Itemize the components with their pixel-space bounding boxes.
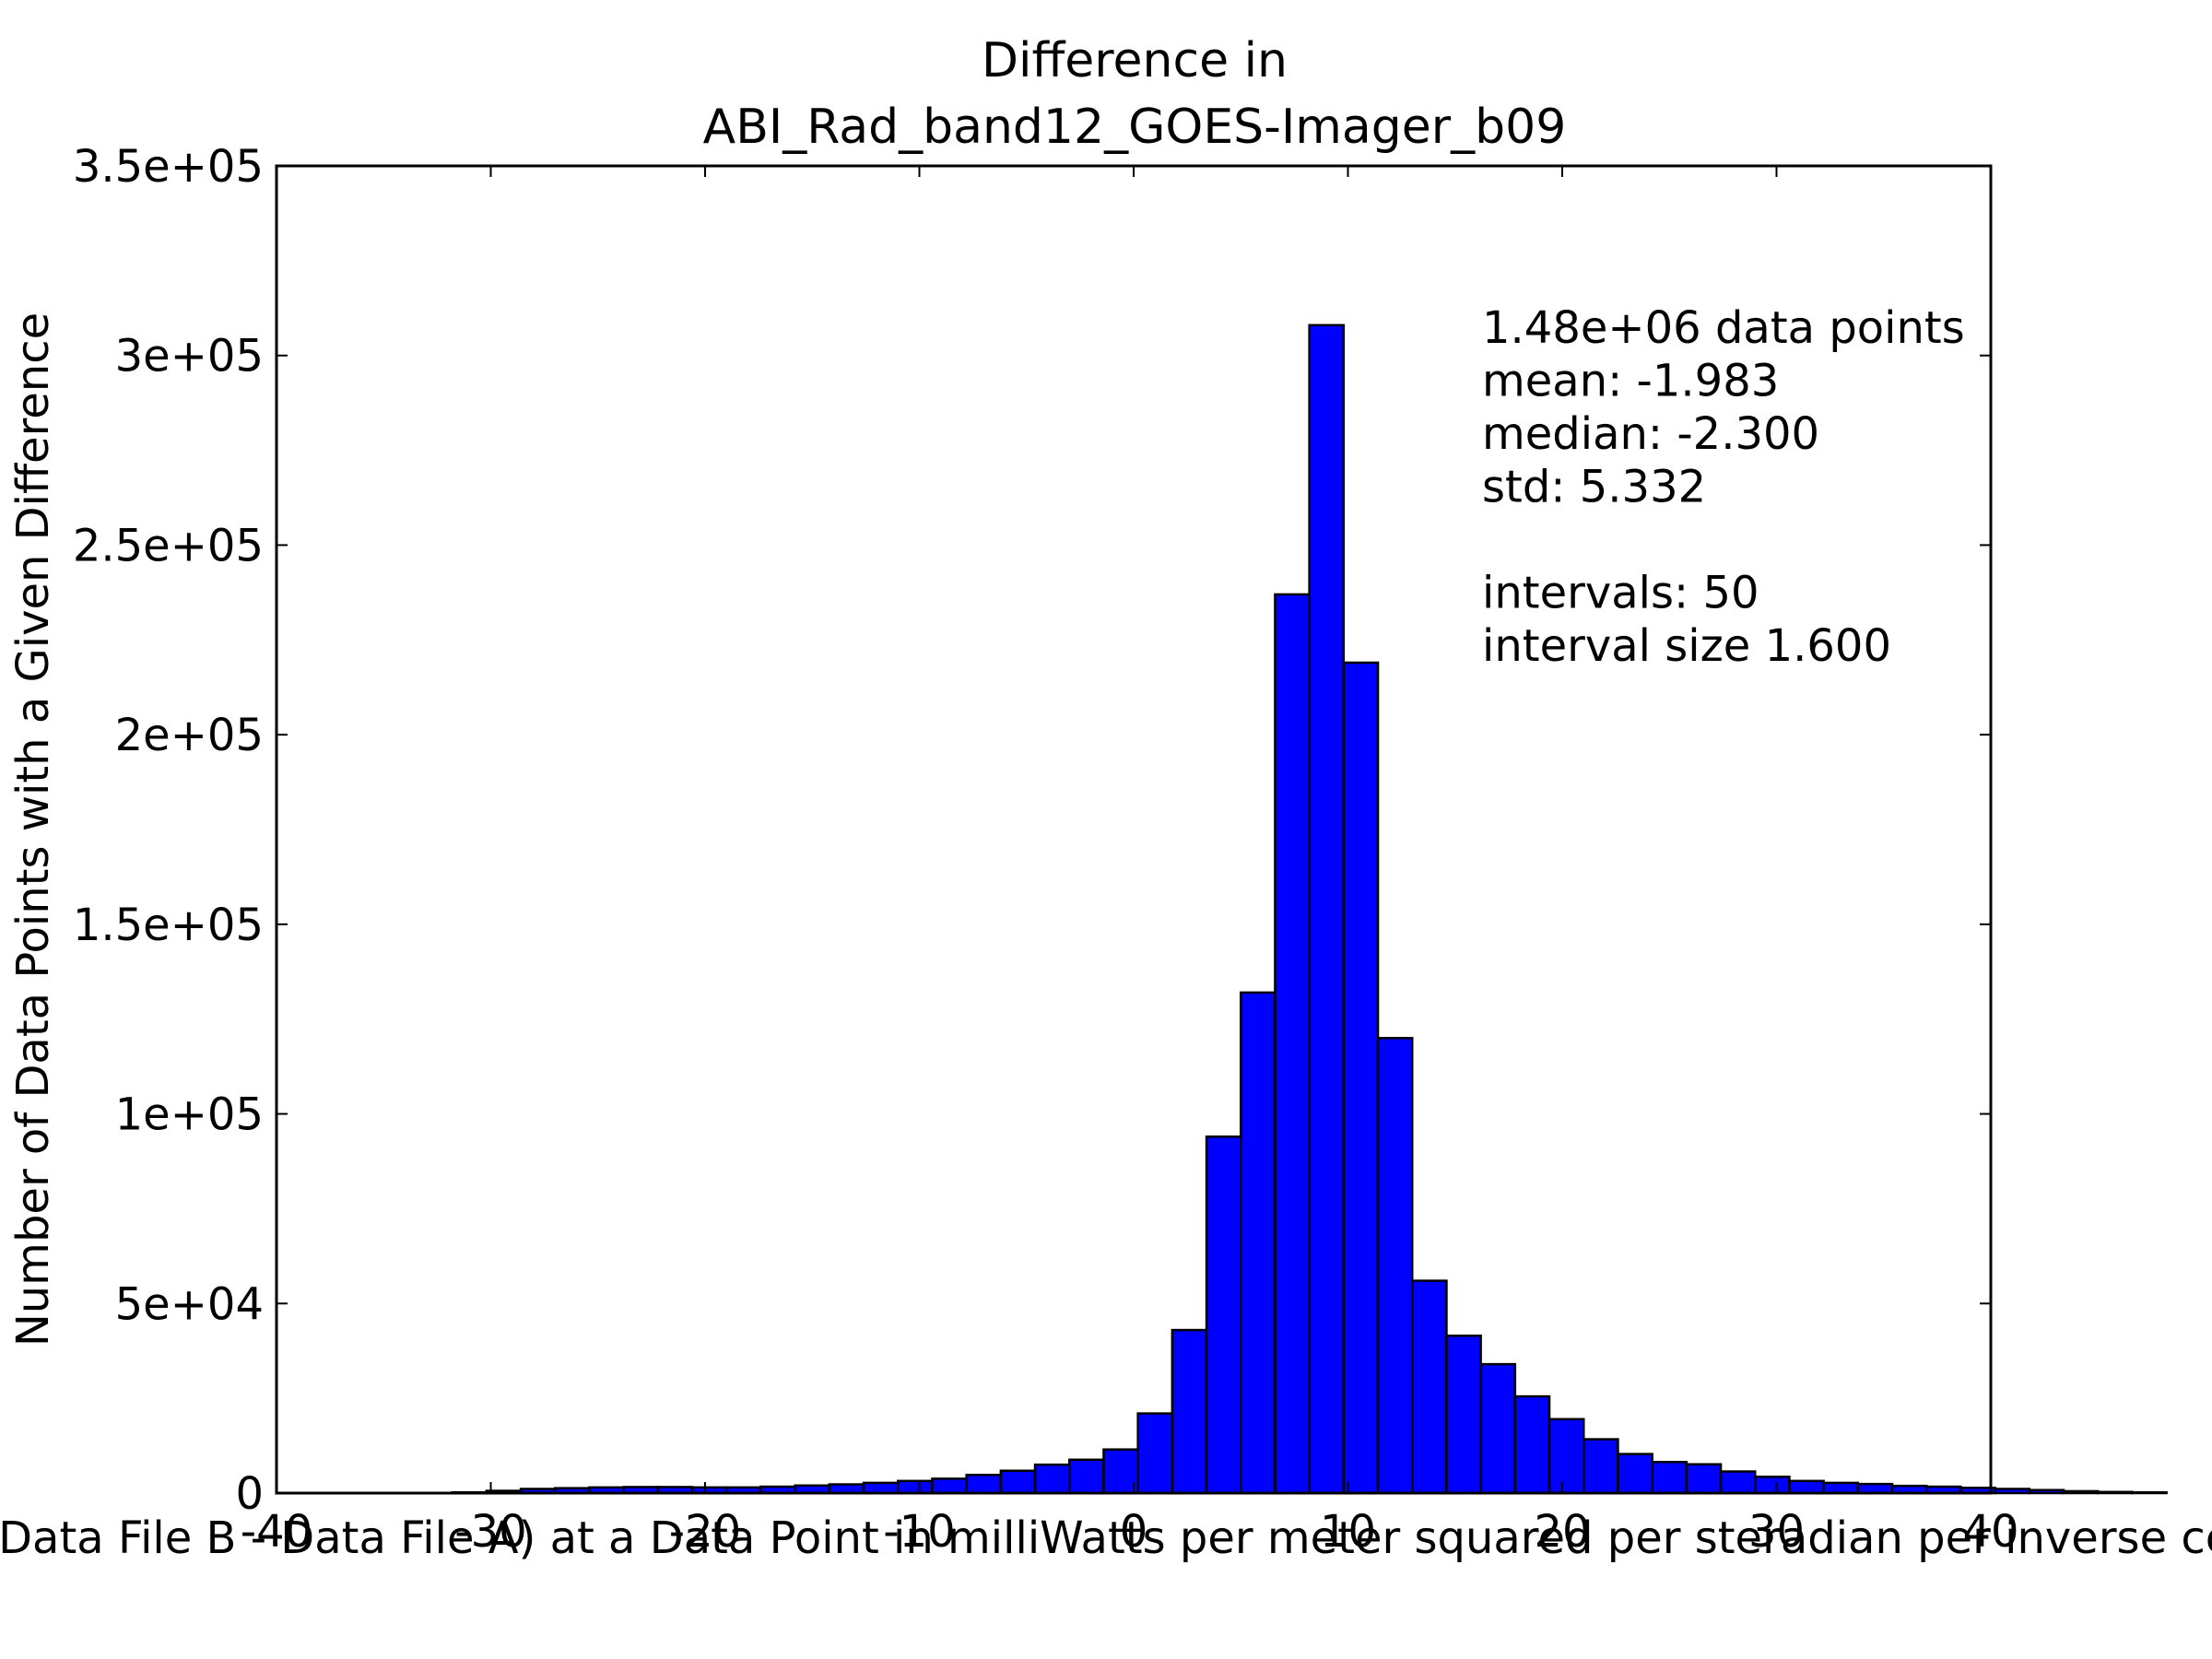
x-tick-label: 40 bbox=[1962, 1506, 2018, 1558]
histogram-bar bbox=[1342, 661, 1380, 1495]
stats-line: intervals: 50 bbox=[1482, 568, 1759, 619]
y-tick-label: 3.5e+05 bbox=[73, 141, 264, 193]
histogram-bar bbox=[2131, 1490, 2168, 1495]
x-axis-label: Value of (Data File B - Data File A) at … bbox=[0, 1512, 2212, 1564]
x-tick-label: -40 bbox=[241, 1506, 312, 1558]
histogram-bar bbox=[897, 1479, 934, 1495]
histogram-bar bbox=[1240, 991, 1277, 1495]
histogram-bar bbox=[1068, 1458, 1105, 1495]
chart-title-line-1: Difference in bbox=[982, 33, 1288, 88]
histogram-bar bbox=[2062, 1489, 2100, 1495]
x-tick-labels: -40 -30 -20 -10 0 10 20 30 40 bbox=[241, 1506, 2019, 1558]
histogram-bar bbox=[965, 1474, 1003, 1495]
y-tick-label: 1.5e+05 bbox=[73, 900, 264, 951]
x-tick-label: -20 bbox=[669, 1506, 741, 1558]
y-tick-labels: 0 5e+04 1e+05 1.5e+05 2e+05 2.5e+05 3e+05 3.5e+… bbox=[73, 141, 264, 1520]
plot-area-frame bbox=[275, 164, 1993, 1495]
histogram-bars bbox=[451, 324, 2168, 1495]
x-tick-label: 10 bbox=[1320, 1506, 1376, 1558]
histogram-bar bbox=[1651, 1461, 1688, 1495]
histogram-bar bbox=[1583, 1438, 1619, 1495]
stats-line: 1.48e+06 data points bbox=[1482, 302, 1965, 354]
histogram-bar bbox=[1994, 1488, 2031, 1495]
y-tick-label: 5e+04 bbox=[115, 1278, 264, 1330]
histogram-bar bbox=[1754, 1476, 1791, 1495]
y-tick-label: 3e+05 bbox=[115, 331, 264, 382]
histogram-bar bbox=[1205, 1135, 1242, 1495]
stats-line: mean: -1.983 bbox=[1482, 356, 1779, 407]
y-axis-label: Number of Data Points with a Given Diffe… bbox=[7, 312, 59, 1347]
histogram-bar bbox=[1411, 1279, 1448, 1495]
x-tick-label: 30 bbox=[1748, 1506, 1805, 1558]
histogram-bar bbox=[2028, 1488, 2065, 1495]
histogram-bar bbox=[1617, 1453, 1653, 1495]
histogram-bar bbox=[1685, 1463, 1723, 1495]
histogram-bar bbox=[999, 1469, 1037, 1495]
histogram-bar bbox=[1445, 1335, 1482, 1495]
histogram-bar bbox=[1274, 593, 1311, 1495]
y-tick-label: 1e+05 bbox=[115, 1089, 264, 1141]
histogram-bar bbox=[1033, 1463, 1071, 1495]
x-tick-label: -10 bbox=[883, 1506, 955, 1558]
stats-line: interval size 1.600 bbox=[1482, 620, 1891, 672]
histogram-bar bbox=[1719, 1470, 1757, 1495]
histogram-bar bbox=[1513, 1394, 1551, 1495]
chart-title-line-2: ABI_Rad_band12_GOES-Imager_b09 bbox=[703, 100, 1567, 155]
x-tick-label: -30 bbox=[454, 1506, 526, 1558]
histogram-bar bbox=[1822, 1481, 1860, 1495]
histogram-bar bbox=[2097, 1490, 2134, 1495]
y-tick-label: 2.5e+05 bbox=[73, 520, 264, 571]
histogram-bar bbox=[1547, 1418, 1585, 1495]
histogram-bar bbox=[862, 1481, 900, 1495]
histogram-bar bbox=[1136, 1412, 1174, 1495]
histogram-bar bbox=[1788, 1479, 1825, 1495]
y-tick-label: 2e+05 bbox=[115, 710, 264, 761]
x-tick-label: 0 bbox=[1120, 1506, 1148, 1558]
histogram-bar bbox=[931, 1477, 968, 1495]
histogram-bar bbox=[1171, 1328, 1208, 1495]
histogram-bar bbox=[1479, 1362, 1517, 1495]
histogram-bar bbox=[1308, 324, 1346, 1495]
histogram-bar bbox=[1376, 1037, 1414, 1495]
stats-line: std: 5.332 bbox=[1482, 462, 1706, 513]
stats-line: median: -2.300 bbox=[1482, 408, 1819, 460]
y-tick-label: 0 bbox=[235, 1468, 264, 1520]
x-tick-label: 20 bbox=[1534, 1506, 1590, 1558]
